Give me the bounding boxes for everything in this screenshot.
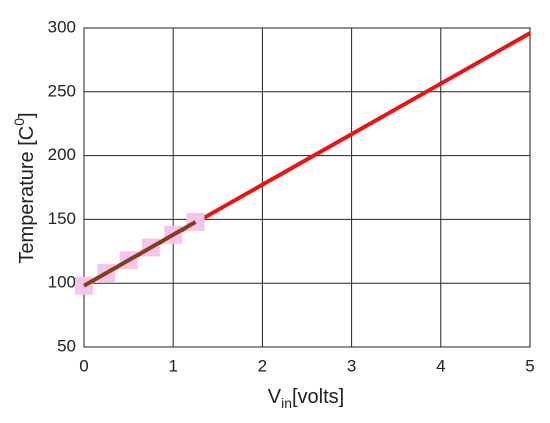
- x-tick-label: 2: [258, 356, 267, 375]
- y-tick-label: 200: [48, 145, 76, 164]
- y-tick-label: 50: [57, 336, 76, 355]
- line: [83, 220, 197, 288]
- y-tick-label: 250: [48, 81, 76, 100]
- x-tick-label: 3: [347, 356, 356, 375]
- y-label-sup: 0: [11, 118, 27, 126]
- y-axis-label: Temperature [C0]: [11, 112, 39, 263]
- x-label-main: V: [268, 386, 282, 408]
- y-tick-label: 100: [48, 273, 76, 292]
- x-label-sub: in: [281, 395, 292, 411]
- x-tick-label: 0: [79, 356, 88, 375]
- x-tick-label: 4: [436, 356, 445, 375]
- x-axis-label: Vin[volts]: [268, 386, 345, 410]
- y-label-main: Temperature [C: [16, 126, 38, 264]
- x-label-unit: [volts]: [292, 386, 344, 408]
- plot-frame: [83, 27, 531, 348]
- y-tick-label: 150: [48, 209, 76, 228]
- y-tick-label: 300: [48, 17, 76, 36]
- x-tick-label: 1: [168, 356, 177, 375]
- y-label-end: ]: [16, 112, 38, 118]
- x-tick-label: 5: [525, 356, 534, 375]
